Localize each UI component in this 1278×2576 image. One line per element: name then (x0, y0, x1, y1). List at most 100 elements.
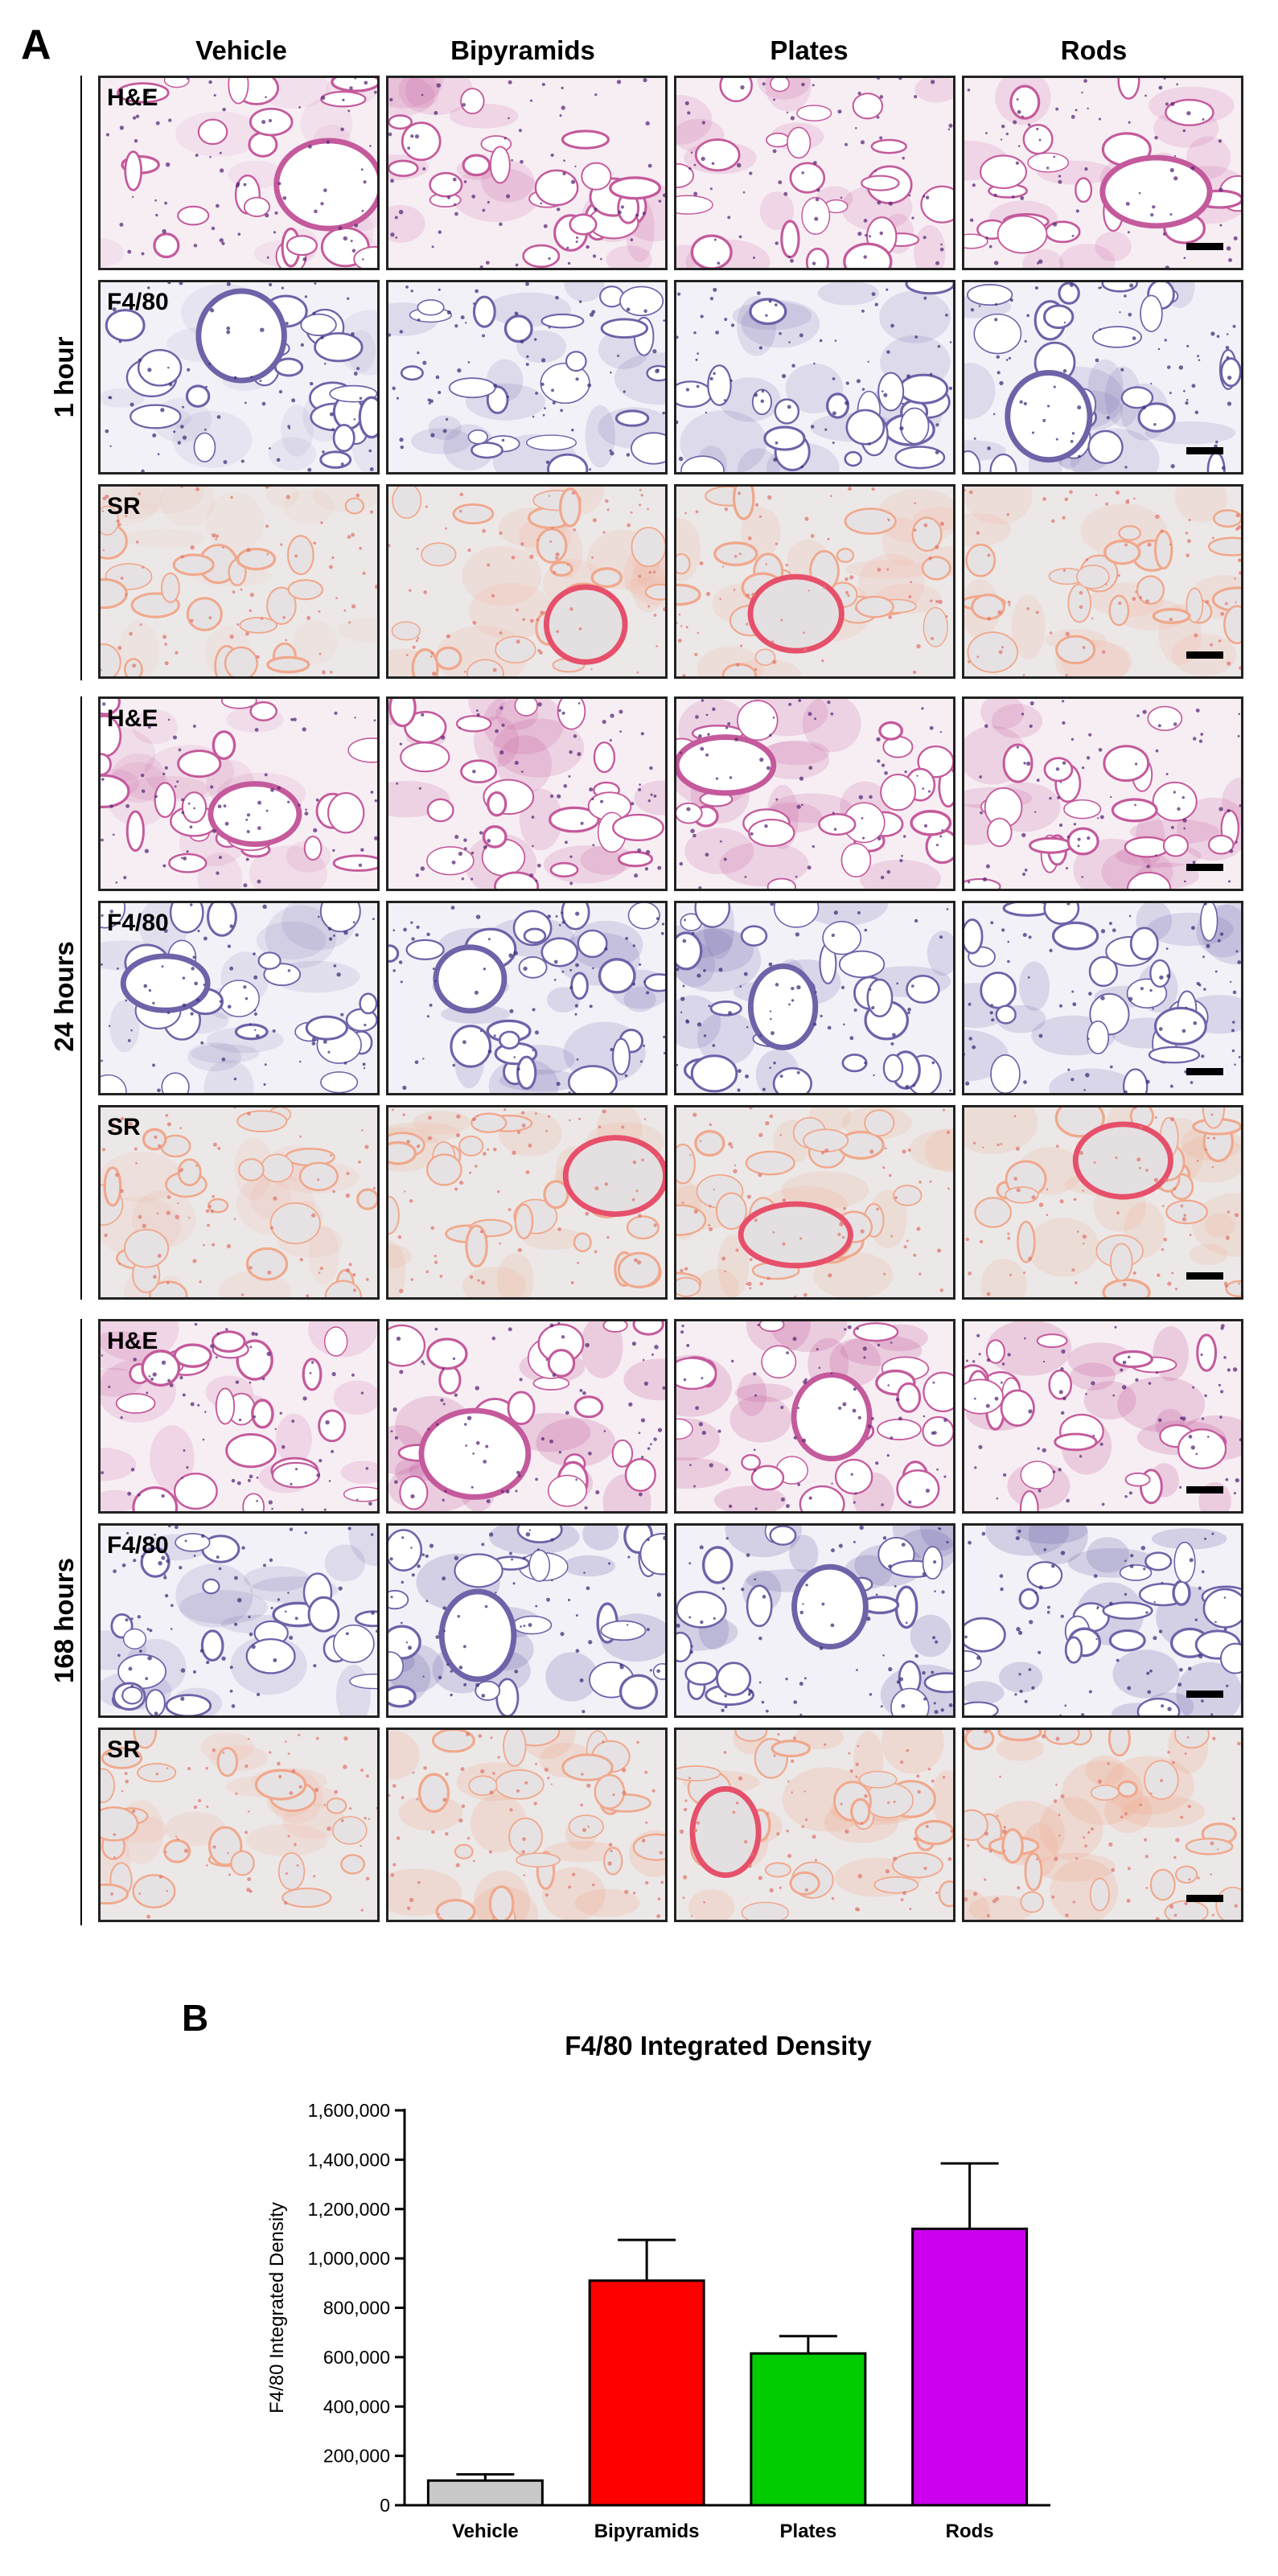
column-header-rods: Rods (1060, 35, 1128, 65)
tissue-section-image (388, 1321, 665, 1511)
tissue-section-image (388, 1526, 665, 1715)
column-header-vehicle: Vehicle (195, 35, 287, 65)
histology-tile-plates-168h-f480 (674, 1523, 955, 1718)
histology-tile-plates-1h-f480 (674, 280, 955, 475)
timepoint-label-168h: 168 hours (49, 1558, 79, 1683)
histology-tile-rods-1h-f480 (962, 280, 1243, 475)
tissue-section-image (964, 487, 1241, 676)
histology-tile-vehicle-24h-f480: F4/80 (98, 901, 380, 1095)
stain-label-he: H&E (107, 1328, 158, 1354)
tissue-section-image (676, 699, 953, 889)
tissue-section-image (388, 699, 665, 889)
histology-tile-vehicle-1h-sr: SR (98, 484, 380, 679)
tissue-section-image (964, 1321, 1241, 1511)
stain-label-f480: F4/80 (107, 289, 169, 315)
tissue-section-image (676, 487, 953, 676)
histology-tile-rods-1h-sr (962, 484, 1243, 679)
histology-tile-plates-168h-sr (674, 1728, 955, 1922)
tissue-section-image (101, 903, 377, 1093)
scale-bar (1186, 651, 1223, 659)
y-tick-label: 200,000 (323, 2446, 390, 2467)
histology-tile-plates-24h-sr (674, 1105, 955, 1300)
tissue-section-image (676, 78, 953, 268)
histology-tile-bipyramids-1h-he (386, 76, 668, 270)
tissue-section-image (964, 699, 1241, 889)
tissue-section-image (964, 78, 1241, 268)
tissue-section-image (101, 1107, 377, 1297)
timepoint-label-1h: 1 hour (49, 336, 79, 418)
tissue-section-image (676, 1107, 953, 1297)
tissue-section-image (964, 1730, 1241, 1920)
histology-tile-rods-24h-he (962, 696, 1243, 891)
histology-tile-rods-168h-sr (962, 1728, 1243, 1922)
histology-tile-plates-24h-he (674, 696, 955, 891)
y-tick-label: 0 (380, 2495, 390, 2516)
timepoint-label-24h: 24 hours (49, 941, 79, 1052)
timepoint-bracket-168h (80, 1319, 82, 1925)
y-tick-label: 1,600,000 (308, 2100, 390, 2121)
scale-bar (1186, 1486, 1223, 1493)
panel-a-letter: A (21, 22, 51, 68)
stain-label-sr: SR (107, 1736, 141, 1763)
tissue-section-image (676, 1526, 953, 1715)
scale-bar (1186, 243, 1223, 250)
histology-tile-plates-1h-he (674, 76, 955, 270)
column-header-bipyramids: Bipyramids (450, 35, 595, 65)
histology-tile-bipyramids-24h-sr (386, 1105, 668, 1300)
y-tick-label: 800,000 (323, 2298, 390, 2319)
stain-label-f480: F4/80 (107, 910, 169, 936)
histology-tile-vehicle-168h-f480: F4/80 (98, 1523, 380, 1718)
tissue-section-image (388, 1107, 665, 1297)
histology-tile-bipyramids-168h-f480 (386, 1523, 668, 1718)
x-tick-label: Plates (780, 2521, 837, 2542)
scale-bar (1186, 1272, 1223, 1280)
tissue-section-image (676, 1730, 953, 1920)
tissue-section-image (101, 1321, 377, 1511)
stain-label-sr: SR (107, 1114, 141, 1140)
tissue-section-image (388, 282, 665, 472)
tissue-section-image (676, 1321, 953, 1511)
tissue-section-image (388, 487, 665, 676)
tissue-section-image (388, 1730, 665, 1920)
stain-label-sr: SR (107, 493, 141, 520)
stain-label-he: H&E (107, 705, 158, 732)
y-tick-label: 400,000 (323, 2396, 390, 2417)
timepoint-bracket-24h (80, 696, 82, 1300)
scale-bar (1186, 864, 1223, 871)
tissue-section-image (101, 1730, 377, 1920)
tissue-section-image (101, 282, 377, 472)
x-tick-label: Bipyramids (594, 2521, 700, 2542)
tissue-section-image (388, 78, 665, 268)
y-tick-label: 1,400,000 (308, 2149, 390, 2170)
histology-tile-plates-168h-he (674, 1319, 955, 1514)
bar-chart: B F4/80 Integrated Density F4/80 Integrate… (182, 1997, 1050, 2542)
histology-tile-rods-168h-f480 (962, 1523, 1243, 1718)
tissue-section-image (388, 903, 665, 1093)
panel-b: B F4/80 Integrated Density F4/80 Integrate… (0, 1962, 1278, 2572)
scale-bar (1186, 447, 1223, 454)
column-header-plates: Plates (770, 35, 849, 65)
histology-tile-bipyramids-168h-he (386, 1319, 668, 1514)
tissue-section-image (964, 1107, 1241, 1297)
tissue-section-image (964, 1526, 1241, 1715)
histology-tile-bipyramids-24h-he (386, 696, 668, 891)
bar-rods (911, 2227, 1029, 2507)
histology-tile-rods-168h-he (962, 1319, 1243, 1514)
tissue-section-image (101, 487, 377, 676)
bar-vehicle (426, 2479, 544, 2507)
histology-tile-vehicle-1h-f480: F4/80 (98, 280, 380, 475)
scale-bar (1186, 1691, 1223, 1698)
y-axis-label: F4/80 Integrated Density (266, 2202, 288, 2414)
panel-b-letter: B (182, 1997, 208, 2039)
y-tick-label: 1,000,000 (308, 2248, 390, 2269)
histology-tile-rods-24h-f480 (962, 901, 1243, 1095)
bar-plates (750, 2352, 867, 2507)
histology-tile-plates-1h-sr (674, 484, 955, 679)
tissue-section-image (964, 903, 1241, 1093)
x-tick-label: Vehicle (452, 2521, 519, 2542)
histology-tile-bipyramids-1h-f480 (386, 280, 668, 475)
bar-bipyramids (588, 2279, 705, 2507)
tissue-section-image (964, 282, 1241, 472)
scale-bar (1186, 1068, 1223, 1075)
histology-tile-vehicle-168h-sr: SR (98, 1728, 380, 1922)
